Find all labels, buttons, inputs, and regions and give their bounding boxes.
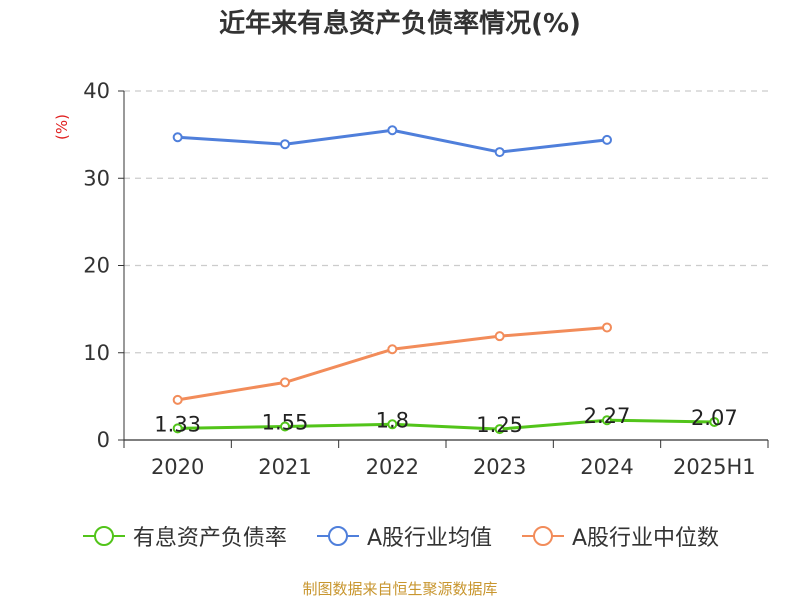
data-point [494,147,505,158]
data-label: 1.33 [154,412,201,436]
data-label: 2.27 [584,404,631,428]
series-2 [172,322,612,405]
data-label: 1.55 [262,410,309,434]
x-tick-label: 2023 [473,455,526,479]
legend-label: A股行业均值 [366,526,492,551]
y-tick-label: 10 [83,341,110,365]
data-point [602,134,612,145]
legend-label: A股行业中位数 [572,526,720,551]
x-tick-label: 2025H1 [673,455,756,479]
series-layer [172,125,720,435]
legend-item[interactable]: A股行业均值 [315,520,492,552]
axis-layer: 0 10 20 30 40 (%) 2020 2021 2022 2023 2024 2025H1 [53,79,769,479]
data-label: 2.07 [691,406,738,430]
data-point [387,125,398,136]
y-axis-label: (%) [53,114,71,140]
data-point [172,423,183,434]
data-point [387,419,398,430]
series-0 [172,415,720,435]
source-note: 制图数据来自恒生聚源数据库 [302,580,498,598]
data-label-layer: 1.33 1.55 1.8 1.25 2.27 2.07 [154,404,737,437]
x-tick-label: 2020 [151,455,204,479]
data-point [280,421,290,432]
series-1 [172,125,612,158]
legend-item[interactable]: 有息资产负债率 [81,520,287,552]
x-tick-label: 2024 [580,455,633,479]
legend: 有息资产负债率 A股行业均值 A股行业中位数 [0,520,800,552]
data-point [280,377,290,388]
y-tick-label: 20 [83,254,110,278]
series-line [176,418,716,431]
y-tick-label: 40 [83,79,110,103]
y-tick-label: 0 [97,428,110,452]
data-label: 1.8 [376,408,409,432]
data-point [709,416,720,427]
legend-swatch-icon [81,524,127,548]
data-point [602,415,612,426]
legend-item[interactable]: A股行业中位数 [520,520,719,552]
data-point [602,322,612,333]
legend-swatch-icon [315,524,361,548]
data-point [280,139,290,150]
legend-label: 有息资产负债率 [132,526,287,551]
grid-layer [124,90,768,354]
data-point [172,132,183,143]
series-line [176,325,609,402]
data-label: 1.25 [476,413,523,437]
data-point [494,424,505,435]
legend-swatch-icon [520,524,566,548]
x-tick-label: 2021 [258,455,311,479]
y-tick-label: 30 [83,166,110,190]
data-point [387,344,398,355]
data-point [172,394,183,405]
data-point [494,331,505,342]
x-tick-label: 2022 [366,455,419,479]
chart-title: 近年来有息资产负债率情况(%) [219,9,581,39]
